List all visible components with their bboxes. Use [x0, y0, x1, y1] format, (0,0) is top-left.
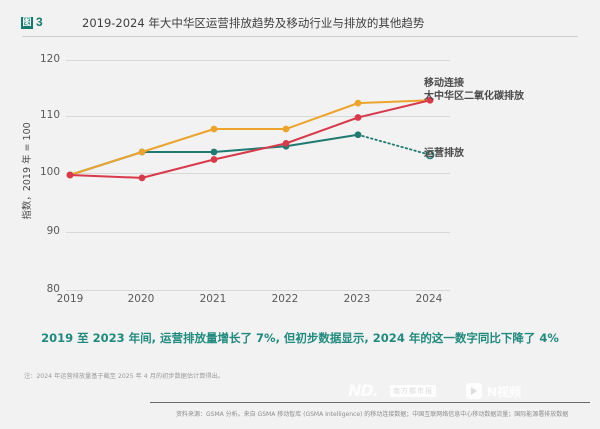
data-point-1-1 [138, 148, 146, 156]
gridline-90 [66, 232, 450, 233]
x-tick-2024: 2024 [415, 293, 443, 305]
x-tick-2019: 2019 [56, 293, 84, 305]
data-point-0-5 [425, 150, 435, 160]
series-line-2 [69, 99, 431, 179]
header-divider [22, 36, 578, 37]
data-point-1-4 [354, 99, 362, 107]
data-point-2-0 [66, 171, 74, 179]
data-point-0-4 [354, 131, 362, 139]
gridline-80 [66, 290, 450, 291]
gridline-100 [66, 173, 450, 174]
series-label-operational-emissions: 运营排放 [424, 148, 464, 159]
play-icon [466, 383, 482, 399]
data-point-1-2 [210, 125, 218, 133]
y-tick-100: 100 [39, 166, 60, 178]
data-point-2-3 [282, 139, 290, 147]
figure-number: 3 [36, 15, 43, 29]
gridline-120 [66, 60, 450, 61]
y-tick-120: 120 [39, 53, 60, 65]
series-label-china-co2-text: 大中华区二氧化碳排放 [424, 90, 524, 102]
series-label-mobile-connections: 移动连接 大中华区二氧化碳排放 [424, 78, 524, 103]
x-tick-2021: 2021 [199, 293, 227, 305]
series-label-mobile-connections-text: 移动连接 [424, 78, 464, 89]
gridline-110 [66, 116, 450, 117]
y-tick-80: 80 [46, 283, 60, 295]
page-title: 2019-2024 年大中华区运营排放趋势及移动行业与排放的其他趋势 [82, 16, 425, 30]
line-chart-canvas [66, 96, 435, 182]
y-tick-110: 110 [39, 109, 60, 121]
data-point-2-4 [354, 114, 362, 121]
x-tick-2023: 2023 [343, 293, 371, 305]
watermark-app-name: N视频 [487, 385, 522, 399]
x-tick-2022: 2022 [271, 293, 299, 305]
series-line-1 [69, 99, 431, 176]
figure-badge-icon: 图 [21, 17, 33, 29]
data-point-2-1 [138, 174, 146, 182]
footnote: 注：2024 年运营排放量基于截至 2025 年 4 月的初步数据估计算得出。 [24, 373, 224, 380]
callout-text: 2019 至 2023 年间, 运营排放量增长了 7%, 但初步数据显示, 20… [41, 331, 559, 345]
y-tick-90: 90 [46, 225, 60, 237]
series-forecast-line-0 [357, 133, 431, 156]
watermark-brand-logo: ND. [348, 381, 379, 400]
chart-header: 图 3 2019-2024 年大中华区运营排放趋势及移动行业与排放的其他趋势 [0, 0, 600, 40]
data-point-0-2 [210, 148, 218, 156]
source-line: 资料来源：GSMA 分析。来自 GSMA 移动智库 (GSMA Intellig… [176, 411, 569, 418]
data-point-2-2 [210, 156, 218, 163]
footer-divider [150, 402, 590, 403]
data-point-2-5 [426, 96, 434, 104]
watermark-publisher-tag: 南方都市报 [390, 385, 436, 397]
data-point-1-3 [282, 125, 290, 133]
x-tick-2020: 2020 [127, 293, 155, 305]
chart-plot-area: 指数，2019 年 = 100 120 110 100 90 80 2019 2… [0, 44, 600, 305]
